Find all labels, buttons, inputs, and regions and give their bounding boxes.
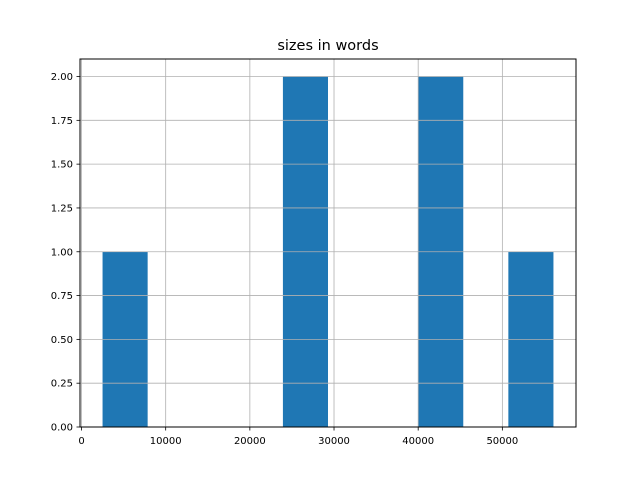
chart-title: sizes in words [277,38,378,54]
y-tick-label: 0.00 [51,423,73,434]
x-tick-label: 30000 [318,436,350,447]
axes-frame [79,58,577,428]
y-tick-label: 0.50 [51,335,73,346]
y-tick-label: 0.25 [51,379,73,390]
y-tick-label: 2.00 [51,72,73,83]
y-tick-label: 0.75 [51,291,73,302]
x-tick-label: 50000 [486,436,518,447]
x-tick-label: 20000 [234,436,266,447]
y-tick-label: 1.00 [51,247,73,258]
y-tick-label: 1.50 [51,160,73,171]
y-tick-label: 1.75 [51,116,73,127]
x-tick-label: 10000 [150,436,182,447]
x-tick-label: 40000 [402,436,434,447]
y-tick-label: 1.25 [51,203,73,214]
x-tick-label: 0 [78,436,84,447]
